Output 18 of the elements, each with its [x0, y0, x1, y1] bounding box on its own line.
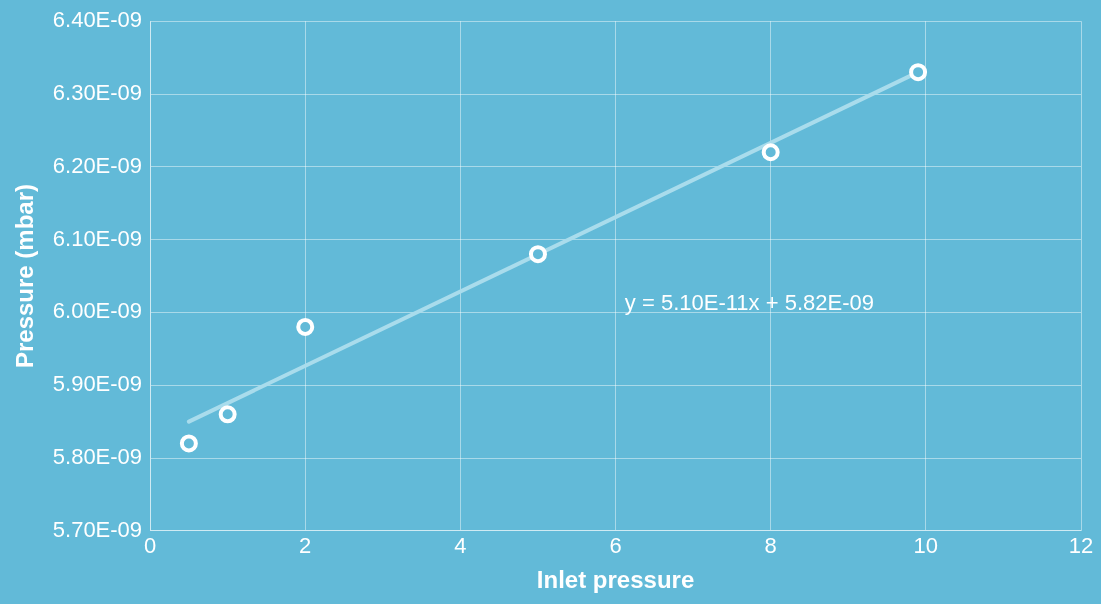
x-tick-label: 2	[299, 533, 312, 559]
y-tick-label: 5.70E-09	[52, 516, 143, 542]
y-tick-label: 6.10E-09	[52, 225, 143, 251]
x-tick-label: 10	[913, 533, 939, 559]
x-tick-label: 0	[143, 533, 157, 559]
y-axis-title: Pressure (mbar)	[11, 183, 39, 369]
x-tick-label: 6	[609, 533, 622, 559]
y-tick-label: 5.90E-09	[52, 371, 143, 397]
y-tick-label: 6.40E-09	[52, 7, 143, 33]
x-tick-label: 12	[1068, 533, 1094, 559]
y-tick-label: 6.20E-09	[52, 152, 143, 178]
x-axis-title: Inlet pressure	[536, 566, 695, 594]
x-tick-label: 8	[764, 533, 777, 559]
x-tick-label: 4	[454, 533, 467, 559]
annotation: y = 5.10E-11x + 5.82E-09	[624, 290, 874, 316]
y-tick-label: 6.00E-09	[52, 298, 143, 324]
y-tick-label: 6.30E-09	[52, 80, 143, 106]
y-tick-label: 5.80E-09	[52, 444, 143, 470]
